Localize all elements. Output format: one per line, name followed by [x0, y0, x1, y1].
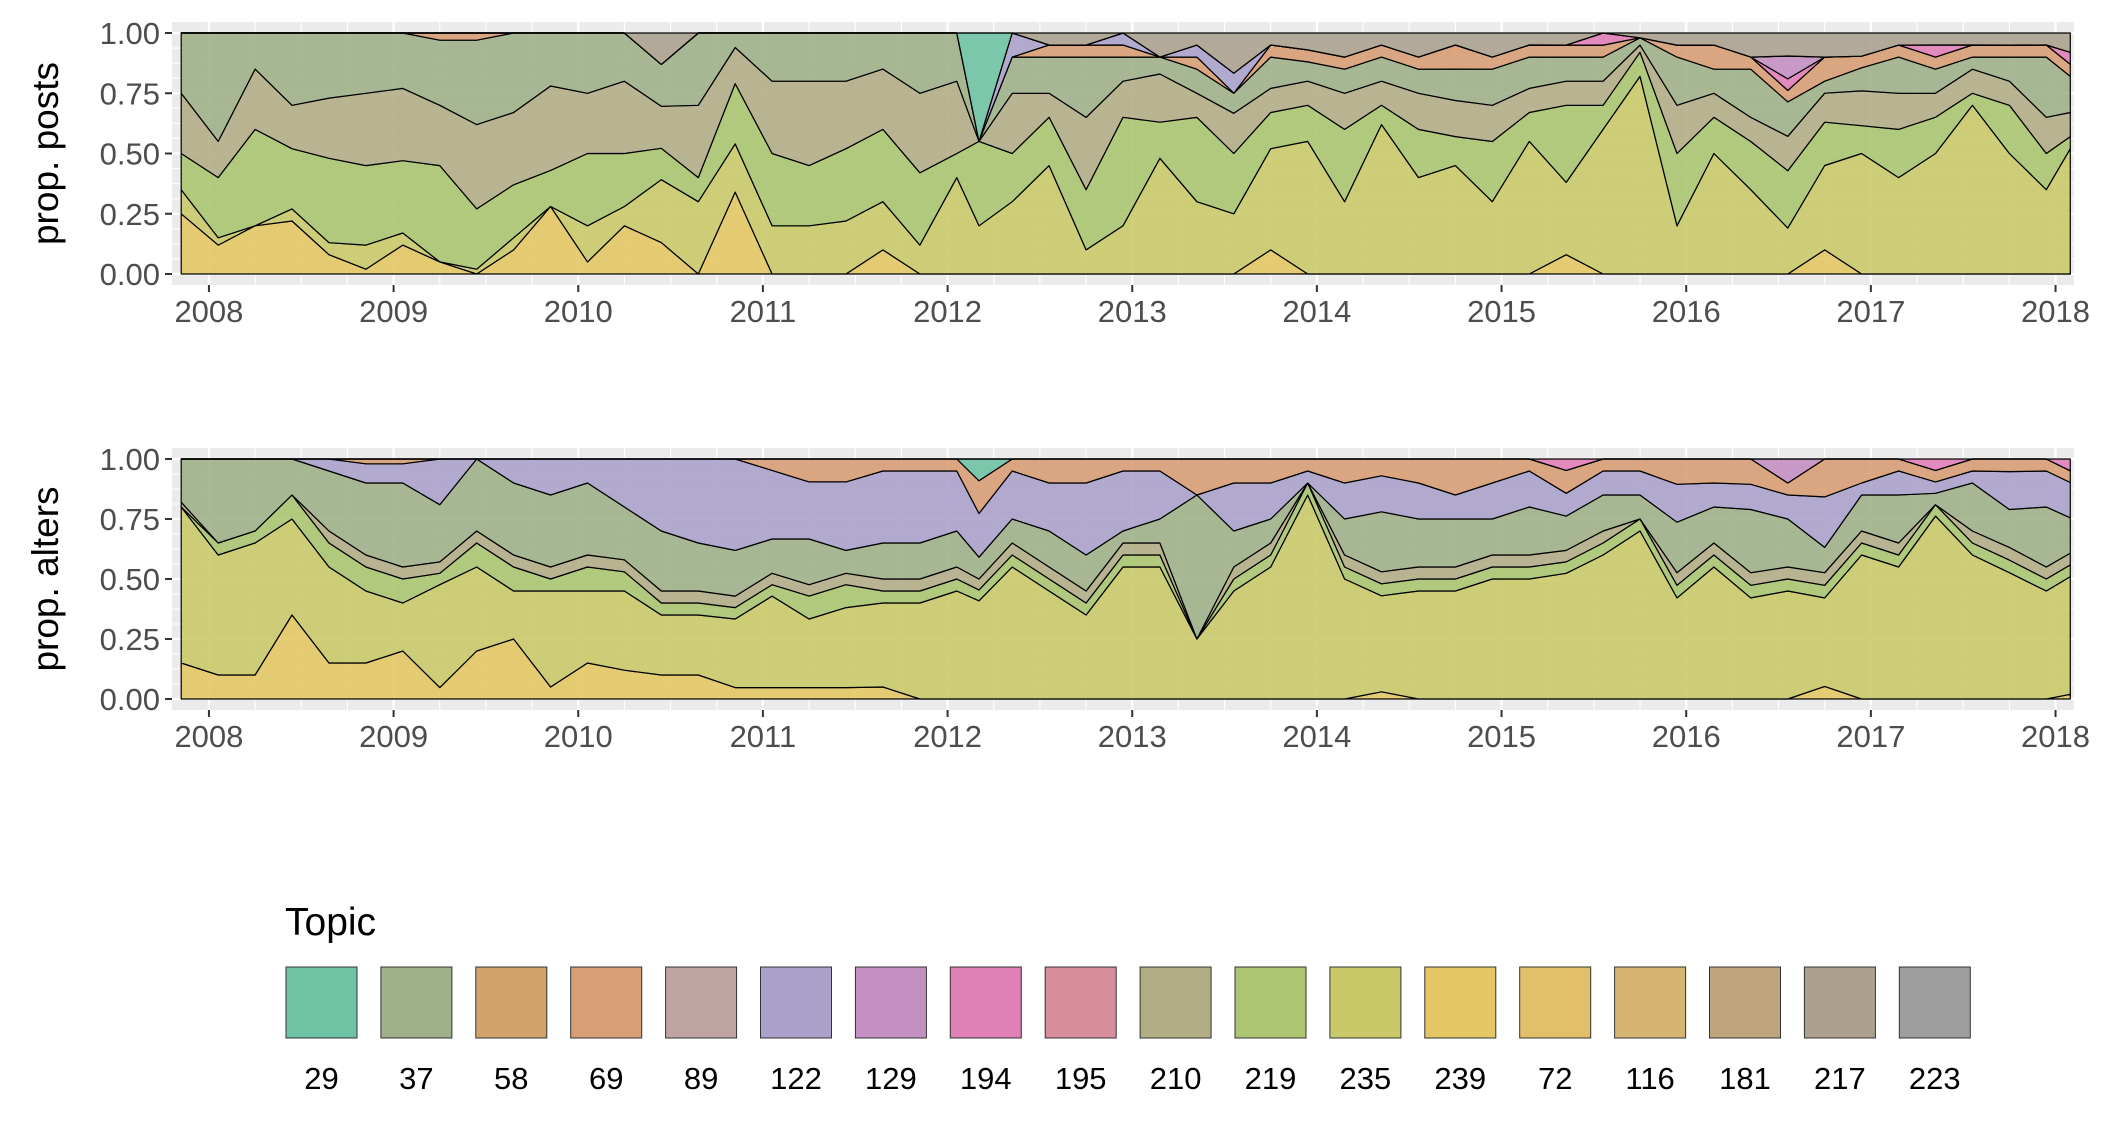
x-tick-label: 2008 — [174, 294, 243, 329]
y-tick-label: 0.25 — [100, 622, 160, 657]
legend-key-217 — [1803, 966, 1876, 1039]
y-tick-label: 0.25 — [100, 197, 160, 232]
legend-label: 217 — [1814, 1061, 1866, 1096]
y-tick-label: 0.75 — [100, 502, 160, 537]
legend-label: 181 — [1719, 1061, 1771, 1096]
y-axis: 0.00 0.25 0.50 0.75 1.00 — [100, 16, 172, 292]
legend-label: 195 — [1055, 1061, 1107, 1096]
y-axis-title: prop. posts — [25, 62, 66, 245]
legend-label: 37 — [399, 1061, 433, 1096]
legend-key-195 — [1044, 966, 1117, 1039]
legend-key-122 — [760, 966, 832, 1039]
legend-label: 89 — [684, 1061, 718, 1096]
x-tick-label: 2009 — [359, 719, 428, 754]
legend-key-223 — [1898, 966, 1971, 1039]
legend-label: 58 — [494, 1061, 528, 1096]
legend-label: 116 — [1625, 1061, 1674, 1096]
x-tick-label: 2010 — [544, 294, 613, 329]
legend-key-72 — [1519, 966, 1592, 1039]
legend-label: 219 — [1245, 1061, 1297, 1096]
stacked-areas — [180, 458, 2071, 700]
x-tick-label: 2008 — [174, 719, 243, 754]
area-topic-194 — [180, 458, 2071, 472]
x-tick-label: 2018 — [2021, 294, 2090, 329]
legend-label: 210 — [1150, 1061, 1202, 1096]
x-tick-label: 2013 — [1098, 294, 1167, 329]
x-tick-label: 2018 — [2021, 719, 2090, 754]
legend-key-69 — [570, 966, 643, 1039]
x-tick-label: 2017 — [1836, 719, 1905, 754]
area-topic-217 — [180, 32, 2071, 74]
x-tick-label: 2014 — [1282, 294, 1351, 329]
panel-2: 2008 2009 2010 2011 2012 2013 2014 2015 2016 2017… — [25, 442, 2090, 754]
x-axis: 2008 2009 2010 2011 2012 2013 2014 2015 2016 2017… — [174, 710, 2090, 754]
legend-key-210 — [1139, 966, 1212, 1039]
legend-key-129 — [854, 966, 927, 1039]
legend-label: 194 — [960, 1061, 1012, 1096]
x-tick-label: 2012 — [913, 719, 982, 754]
x-tick-label: 2014 — [1282, 719, 1351, 754]
legend-label: 72 — [1538, 1061, 1572, 1096]
legend-label: 129 — [865, 1061, 917, 1096]
legend-key-116 — [1614, 966, 1687, 1039]
y-tick-label: 0.50 — [100, 562, 160, 597]
x-tick-label: 2012 — [913, 294, 982, 329]
legend-key-239 — [1424, 966, 1497, 1039]
legend-key-58 — [475, 966, 548, 1039]
stacked-areas — [180, 32, 2071, 275]
legend-label: 239 — [1434, 1061, 1486, 1096]
x-tick-label: 2015 — [1467, 719, 1536, 754]
x-tick-label: 2013 — [1098, 719, 1167, 754]
y-axis: 0.00 0.25 0.50 0.75 1.00 — [100, 442, 172, 717]
legend-key-235 — [1329, 966, 1402, 1039]
x-tick-label: 2016 — [1652, 719, 1721, 754]
y-tick-label: 0.00 — [100, 257, 160, 292]
y-tick-label: 1.00 — [100, 16, 160, 51]
panel-1: 2008 2009 2010 2011 2012 2013 2014 2015 2016 2017… — [25, 16, 2090, 329]
y-axis-title: prop. alters — [25, 486, 66, 671]
legend-label: 122 — [770, 1061, 822, 1096]
legend-key-89 — [665, 966, 738, 1039]
x-tick-label: 2017 — [1836, 294, 1905, 329]
x-tick-label: 2010 — [544, 719, 613, 754]
legend-label: 235 — [1340, 1061, 1392, 1096]
x-axis: 2008 2009 2010 2011 2012 2013 2014 2015 2016 2017… — [174, 285, 2090, 329]
x-tick-label: 2009 — [359, 294, 428, 329]
y-tick-label: 1.00 — [100, 442, 160, 477]
y-tick-label: 0.75 — [100, 76, 160, 111]
legend: Topic 29 37 58 69 89 122 129 194 195 210 219 235 239 7… — [285, 901, 1971, 1096]
x-tick-label: 2016 — [1652, 294, 1721, 329]
legend-label: 223 — [1909, 1061, 1961, 1096]
legend-key-29 — [285, 966, 358, 1039]
legend-key-37 — [380, 966, 453, 1039]
legend-label: 29 — [304, 1061, 338, 1096]
x-tick-label: 2011 — [730, 294, 797, 329]
legend-key-181 — [1709, 966, 1781, 1039]
x-tick-label: 2015 — [1467, 294, 1536, 329]
y-tick-label: 0.00 — [100, 682, 160, 717]
legend-key-194 — [949, 966, 1022, 1039]
y-tick-label: 0.50 — [100, 137, 160, 172]
legend-label: 69 — [589, 1061, 623, 1096]
x-tick-label: 2011 — [730, 719, 797, 754]
legend-title: Topic — [285, 901, 376, 944]
legend-key-219 — [1234, 966, 1307, 1039]
